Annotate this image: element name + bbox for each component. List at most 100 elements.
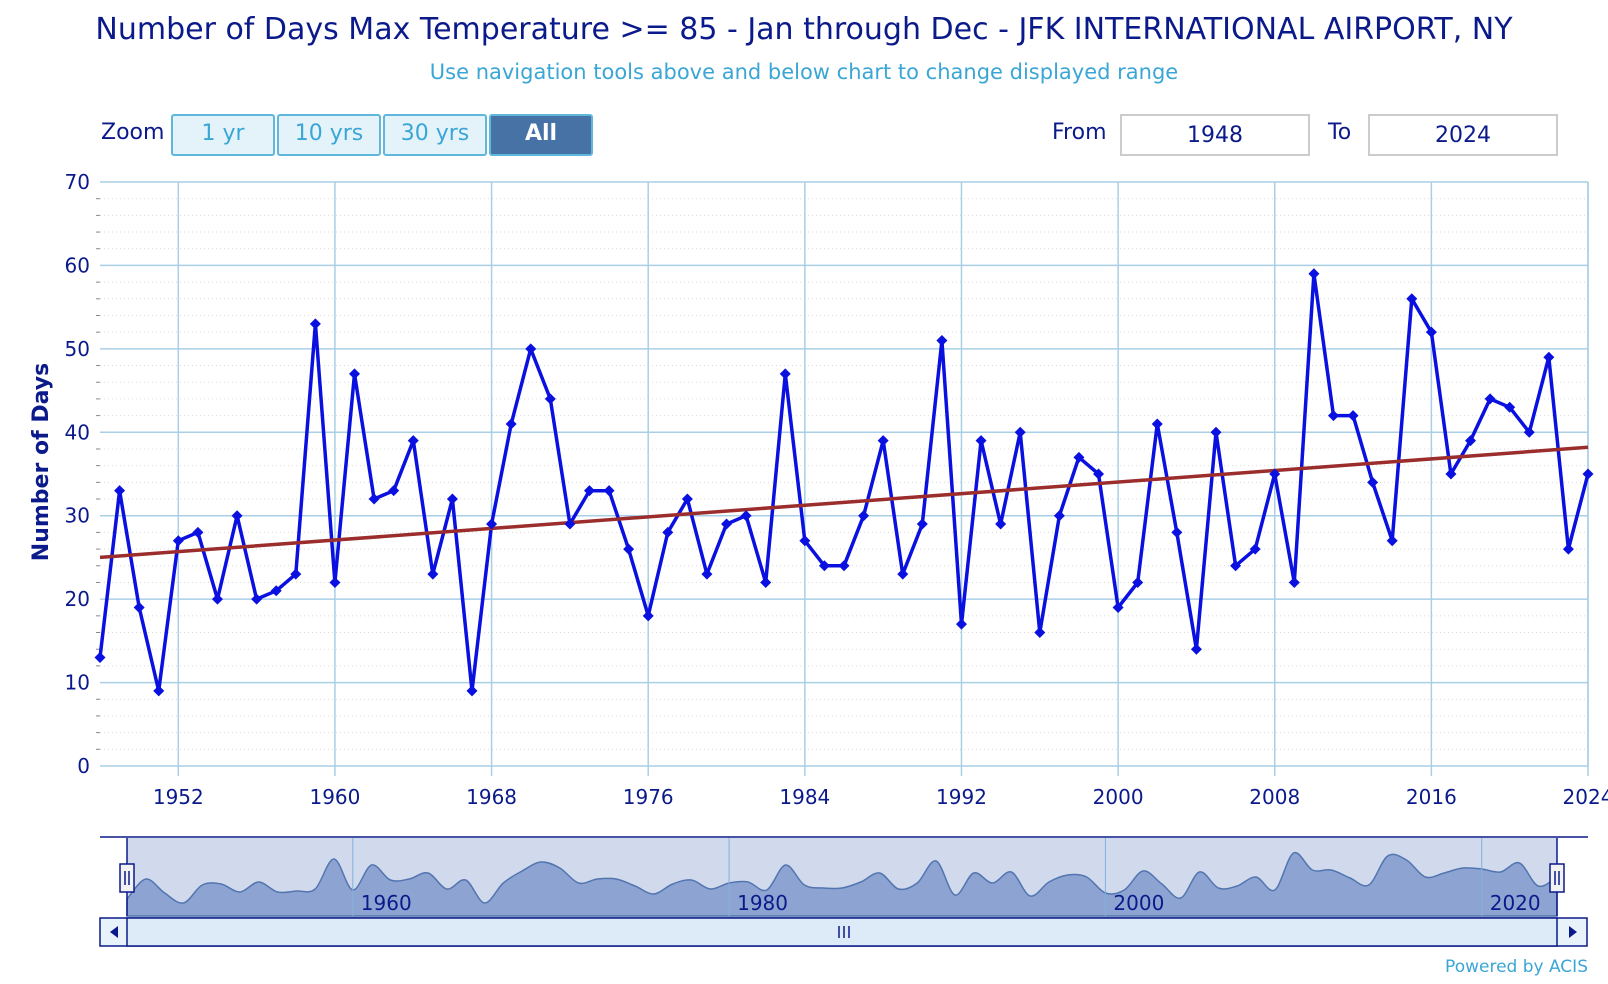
data-point [368,493,380,505]
data-point [486,518,498,530]
data-point [1132,576,1144,588]
x-tick-label: 1992 [936,785,987,809]
y-axis-label: Number of Days [29,363,54,561]
y-tick-label: 0 [77,754,90,778]
data-point [936,335,948,347]
zoom-all-button[interactable]: All [489,114,593,156]
navigator-area [126,851,1558,917]
data-point [525,343,537,355]
data-point [544,393,556,405]
data-point [877,435,889,447]
x-tick-label: 1976 [623,785,674,809]
data-point [1190,643,1202,655]
data-point [1504,401,1516,413]
data-point [388,485,400,497]
y-tick-label: 20 [65,587,90,611]
navigator-right-handle[interactable] [1549,863,1565,893]
data-point [583,485,595,497]
from-input[interactable] [1120,114,1310,156]
data-point [1386,535,1398,547]
data-point [564,518,576,530]
x-tick-label: 1968 [466,785,517,809]
data-point [1053,510,1065,522]
y-tick-label: 60 [65,253,90,277]
data-point [1308,268,1320,280]
data-point [1230,560,1242,572]
data-point [858,510,870,522]
from-label: From [1052,120,1107,145]
data-point [838,560,850,572]
data-point [427,568,439,580]
navigator[interactable]: 1960 1980 2000 2020 [99,836,1588,947]
data-point [955,618,967,630]
data-point [897,568,909,580]
scroll-right-arrow-icon[interactable] [1569,926,1577,938]
powered-by-link[interactable]: Powered by ACIS [1445,957,1588,977]
data-point [1543,351,1555,363]
x-tick-label: 2016 [1406,785,1457,809]
data-point [1210,426,1222,438]
data-point [1367,476,1379,488]
scroll-left-arrow-icon[interactable] [110,926,118,938]
data-point [211,593,223,605]
data-point [681,493,693,505]
x-tick-label: 1960 [309,785,360,809]
data-point [1465,435,1477,447]
data-point [662,526,674,538]
y-tick-label: 10 [65,671,90,695]
navigator-left-handle[interactable] [119,863,135,893]
navigator-tick-label: 2020 [1490,891,1541,915]
zoom-10yrs-button[interactable]: 10 yrs [277,114,381,156]
zoom-label: Zoom [101,120,165,145]
data-point [740,510,752,522]
data-point [603,485,615,497]
zoom-1yr-button[interactable]: 1 yr [171,114,275,156]
data-point [231,510,243,522]
to-label: To [1328,120,1352,145]
data-point [916,518,928,530]
data-point [1151,418,1163,430]
data-point [1425,326,1437,338]
data-point [407,435,419,447]
to-input[interactable] [1368,114,1558,156]
data-point [1327,410,1339,422]
data-point [1523,426,1535,438]
data-point [290,568,302,580]
data-point [349,368,361,380]
x-tick-label: 2000 [1093,785,1144,809]
data-point [1347,410,1359,422]
navigator-tick-label: 1960 [361,891,412,915]
data-point [818,560,830,572]
chart-subtitle: Use navigation tools above and below cha… [429,60,1179,84]
data-point [1112,601,1124,613]
data-point [153,685,165,697]
data-point [1288,576,1300,588]
data-point [623,543,635,555]
data-point [192,526,204,538]
y-tick-label: 40 [65,420,90,444]
navigator-selection [127,838,1557,916]
data-point [1093,468,1105,480]
zoom-30yrs-button[interactable]: 30 yrs [383,114,487,156]
chart-title: Number of Days Max Temperature >= 85 - J… [95,12,1513,47]
data-point [270,585,282,597]
data-point [94,652,106,664]
y-tick-label: 50 [65,337,90,361]
x-tick-label: 1952 [153,785,204,809]
data-point [114,485,126,497]
data-point [995,518,1007,530]
data-point [701,568,713,580]
scrollbar-thumb [126,917,1558,947]
y-tick-label: 30 [65,504,90,528]
handle-body [119,863,135,893]
trend-line [99,445,1589,560]
data-point [1582,468,1594,480]
y-tick-label: 70 [65,170,90,194]
x-tick-label: 2024 [1563,785,1608,809]
data-point [760,576,772,588]
data-point [1249,543,1261,555]
data-point [446,493,458,505]
handle-body [1549,863,1565,893]
data-point [1269,468,1281,480]
navigator-scrollbar[interactable] [99,917,1588,947]
